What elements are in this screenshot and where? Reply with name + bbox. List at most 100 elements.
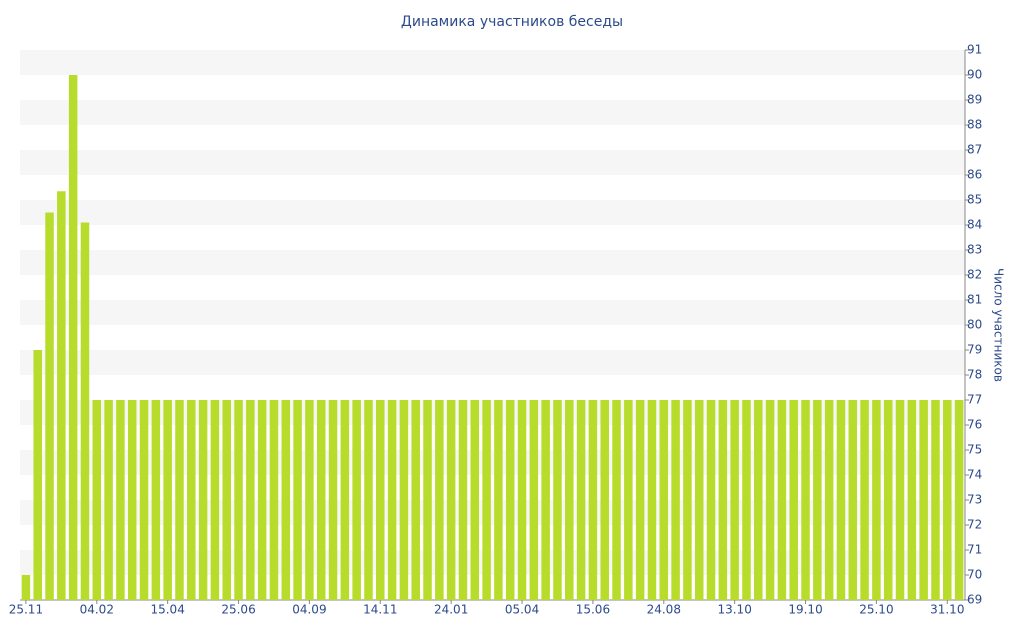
bar [600,400,609,600]
y-tick-label: 84 [967,218,982,232]
grid-band [20,400,965,425]
x-tick-label: 05.04 [505,603,539,617]
bar [659,400,669,600]
bar [848,400,858,600]
y-tick-label: 69 [967,593,982,607]
bar [435,400,444,600]
x-tick-label: 04.09 [292,603,326,617]
x-tick-label: 25.06 [221,603,255,617]
bar [305,400,314,600]
bar [694,400,704,600]
y-tick-label: 91 [967,43,982,57]
y-tick-label: 78 [967,368,982,382]
grid-band [20,250,965,275]
bar [931,400,940,600]
y-tick-label: 80 [967,318,982,332]
bar [269,400,279,600]
bar [246,400,255,600]
y-tick-label: 83 [967,243,982,257]
bar [482,400,491,600]
bar [813,400,822,600]
bar [565,400,574,600]
bar [517,400,527,600]
bar [730,400,739,600]
grid-band [20,100,965,125]
bar [139,400,149,600]
bar [281,400,291,600]
bar [446,400,456,600]
grid-band [20,550,965,575]
bar [765,400,775,600]
grid-band [20,500,965,525]
y-tick-label: 72 [967,518,982,532]
y-tick-label: 79 [967,343,982,357]
bar [33,350,42,600]
grid-band [20,200,965,225]
y-tick-label: 77 [967,393,982,407]
y-tick-label: 75 [967,443,982,457]
y-tick-label: 88 [967,118,982,132]
bar [163,400,172,600]
bar [423,400,432,600]
grid-band [20,450,965,475]
y-tick-label: 76 [967,418,982,432]
bar [883,400,893,600]
y-tick-label: 74 [967,468,982,482]
bar [387,400,397,600]
x-tick-label: 31.10 [930,603,964,617]
bar [116,400,125,600]
y-tick-label: 90 [967,68,982,82]
bar [234,400,243,600]
y-axis-label: Число участников [992,268,1006,382]
bar [411,400,420,600]
x-tick-label: 04.02 [80,603,114,617]
bar [919,400,928,600]
x-tick-label: 14.11 [363,603,397,617]
bar [789,400,798,600]
bar [860,400,869,600]
bar [777,400,787,600]
bar [943,400,952,600]
grid-band [20,350,965,375]
grid-band [20,150,965,175]
bar [470,400,480,600]
bar [175,400,184,600]
bar [576,400,586,600]
bar [683,400,692,600]
x-tick-label: 19.10 [788,603,822,617]
y-tick-label: 86 [967,168,982,182]
bar [801,400,810,600]
bar [836,400,846,600]
y-tick-label: 71 [967,543,982,557]
bar [376,400,385,600]
grid-band [20,300,965,325]
bar [316,400,326,600]
bar [612,400,621,600]
bar [718,400,728,600]
grid-band [20,50,965,75]
bar [624,400,633,600]
bar [541,400,550,600]
bar [57,191,66,600]
bar [742,400,751,600]
bar [553,400,562,600]
bar [187,400,196,600]
y-tick-label: 87 [967,143,982,157]
bar [458,400,468,600]
bar [92,400,102,600]
bar [954,400,964,600]
x-tick-label: 13.10 [717,603,751,617]
bar [494,400,503,600]
x-tick-label: 25.10 [859,603,893,617]
bar [671,400,680,600]
bar [127,400,137,600]
bar [754,400,763,600]
bar [529,400,539,600]
bar [907,400,917,600]
bar [68,75,78,600]
bar [293,400,302,600]
bar [80,222,90,600]
y-tick-label: 73 [967,493,982,507]
bar [399,400,409,600]
